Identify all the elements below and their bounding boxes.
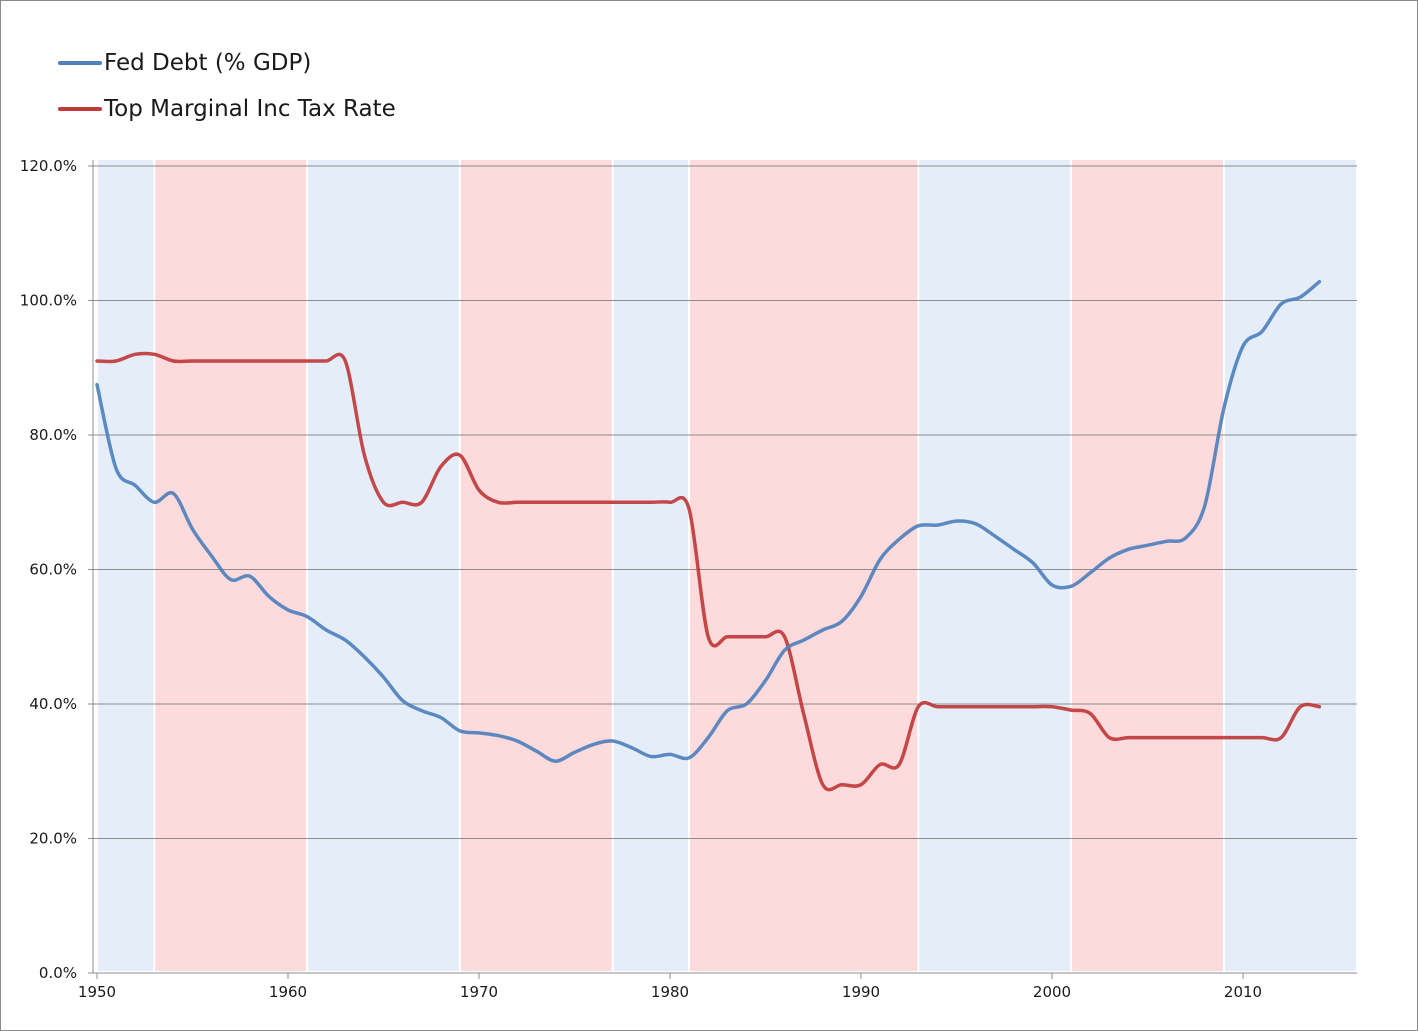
band-red-1 [155,160,307,971]
legend-swatch-fed-debt [58,61,102,65]
legend-item-top-tax-rate: Top Marginal Inc Tax Rate [58,86,396,132]
y-tick-label-2: 40.0% [29,695,77,713]
y-tick-label-3: 60.0% [29,561,77,579]
band-blue-0 [98,160,154,971]
band-red-3 [460,160,612,971]
legend: Fed Debt (% GDP) Top Marginal Inc Tax Ra… [58,40,396,132]
x-tick-label-0: 1950 [78,983,116,1001]
x-tick-label-3: 1980 [651,983,689,1001]
y-tick-label-5: 100.0% [20,292,77,310]
band-red-7 [1072,160,1223,971]
gridlines [93,165,1357,839]
legend-item-fed-debt: Fed Debt (% GDP) [58,40,396,86]
series-line-top-tax-rate [95,351,1322,792]
y-tick-label-4: 80.0% [29,426,77,444]
x-tick-label-6: 2010 [1224,983,1262,1001]
series-lines [95,279,1322,792]
y-tick-label-1: 20.0% [29,830,77,848]
x-tick-label-2: 1970 [460,983,498,1001]
y-tick-label-0: 0.0% [39,964,77,982]
band-blue-8 [1224,160,1356,971]
legend-label-top-tax-rate: Top Marginal Inc Tax Rate [104,96,396,122]
x-tick-label-5: 2000 [1033,983,1071,1001]
series-line-fed-debt [95,279,1322,763]
band-red-5 [690,160,918,971]
party-bands [98,160,1356,971]
tick-labels: 0.0% 20.0% 40.0% 60.0% 80.0% 100.0% 120.0% 1950… [20,157,1262,1001]
band-blue-4 [613,160,689,971]
y-tick-label-6: 120.0% [20,157,77,175]
axes [88,160,1357,979]
legend-label-fed-debt: Fed Debt (% GDP) [104,50,312,76]
x-tick-label-1: 1960 [269,983,307,1001]
legend-swatch-top-tax-rate [58,107,102,111]
band-blue-2 [308,160,459,971]
x-tick-label-4: 1990 [842,983,880,1001]
band-blue-6 [919,160,1071,971]
